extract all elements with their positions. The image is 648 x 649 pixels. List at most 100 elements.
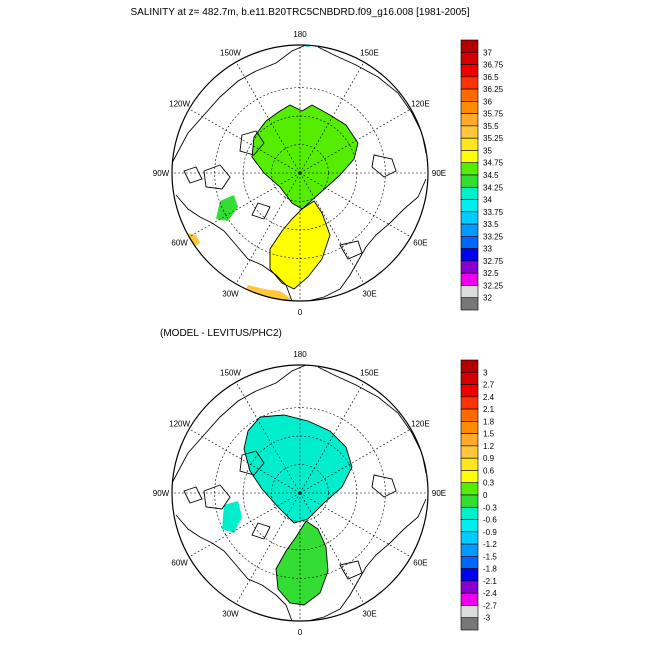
colorbar-tick-label: 37 [483,48,492,57]
salinity-region [276,521,328,605]
longitude-label: 150E [360,49,379,58]
coastline [239,130,265,156]
longitude-label: 90W [153,489,170,498]
colorbar-swatch [460,556,479,569]
colorbar-tick-label: 0.6 [483,466,495,475]
colorbar-tick-label: 34 [483,196,492,205]
colorbar-swatch [460,113,479,127]
salinity-region [242,285,292,301]
map-boundary [171,44,429,302]
colorbar-tick-label: 35.25 [483,134,504,143]
coastline [339,560,363,580]
longitude-label: 180 [293,350,307,359]
colorbar-swatch [460,51,479,65]
coastline [239,450,265,476]
meridian-line [299,172,412,238]
colorbar-swatch [460,88,479,102]
salinity-map-panel: 180 150E 120E 90E 60E 30E 0 30W 60W 90W 120W 150W [153,30,446,317]
colorbar-swatch [460,408,479,422]
colorbar-swatch [460,543,479,557]
coastline [183,166,203,184]
colorbar-tick-label: 2.4 [483,393,495,402]
colorbar-swatch [460,125,479,139]
longitude-label: 120E [411,100,430,109]
colorbar-swatch [460,223,479,237]
longitude-label: 90E [432,489,446,498]
colorbar-swatch [460,150,479,164]
colorbar-swatch [460,101,479,114]
colorbar-swatch [460,371,479,385]
colorbar-tick-label: 32.75 [483,257,504,266]
colorbar-swatch [460,519,479,533]
difference-colorbar: 3 2.7 2.4 2.1 1.8 1.5 1.2 0.9 0.6 0.3 0 -0.3 -0.6 -0.… [460,359,497,631]
colorbar-tick-label: -0.9 [483,528,497,537]
colorbar-tick-label: -2.1 [483,577,497,586]
colorbar-tick-label: 32 [483,294,492,303]
colorbar-swatch [460,39,479,53]
colorbar-swatch [460,248,479,262]
colorbar-tick-label: 33.5 [483,220,499,229]
coastline [251,202,271,220]
colorbar-tick-label: 33.75 [483,208,504,217]
coastline [203,164,231,190]
coastline [371,154,397,178]
colorbar-swatch [460,174,479,188]
map-boundary [171,364,429,622]
colorbar-swatch [460,272,479,286]
longitude-label: 60W [171,559,188,568]
colorbar-swatch [460,396,479,410]
meridian-line [299,61,365,174]
meridian-line [299,492,412,558]
colorbar-swatch [460,199,479,213]
colorbar-swatch [460,605,479,619]
colorbar-swatch [460,531,479,545]
colorbar-tick-label: 35.75 [483,110,504,119]
meridian-line [299,428,412,494]
colorbar-tick-label: 35 [483,146,492,155]
meridian-line [188,492,301,558]
meridian-line [299,492,365,605]
coastline [175,514,293,621]
colorbar-swatch [460,494,479,508]
meridian-line [235,492,301,605]
coastline [172,365,307,484]
colorbar-swatch [460,64,479,78]
longitude-label: 30W [222,289,239,298]
colorbar-tick-label: 1.5 [483,430,495,439]
chart-title: SALINITY at z= 482.7m, b.e11.B20TRC5CNBD… [131,7,470,18]
coastline [307,498,427,621]
longitude-label: 120E [411,420,430,429]
longitude-label: 60W [171,239,188,248]
colorbar-swatch [460,359,479,373]
longitude-label: 30E [362,289,376,298]
meridian-line [299,172,365,285]
coastline [172,45,307,164]
colorbar-tick-label: 36.5 [483,73,499,82]
colorbar-swatch [460,76,479,90]
longitude-label: 60E [413,559,427,568]
meridian-line [235,172,301,285]
colorbar-tick-label: -2.7 [483,601,497,610]
colorbar-tick-label: -2.4 [483,589,497,598]
salinity-region [252,105,358,209]
colorbar-tick-label: -1.8 [483,565,497,574]
longitude-label: 150W [220,49,241,58]
coastline [307,178,427,301]
salinity-region [244,415,352,523]
colorbar-tick-label: 35.5 [483,122,499,131]
colorbar-tick-label: 34.75 [483,159,504,168]
coastline [183,486,203,504]
colorbar-swatch [460,580,479,594]
colorbar-swatch [460,592,479,606]
meridian-line [235,381,301,494]
colorbar-swatch [460,285,479,299]
longitude-label: 60E [413,239,427,248]
coastline [339,240,363,260]
contour-line [269,200,331,290]
colorbar-swatch [460,186,479,200]
colorbar-tick-label: 36.25 [483,85,504,94]
longitude-label: 150E [360,369,379,378]
longitude-label: 120W [169,420,190,429]
longitude-label: 90E [432,169,446,178]
